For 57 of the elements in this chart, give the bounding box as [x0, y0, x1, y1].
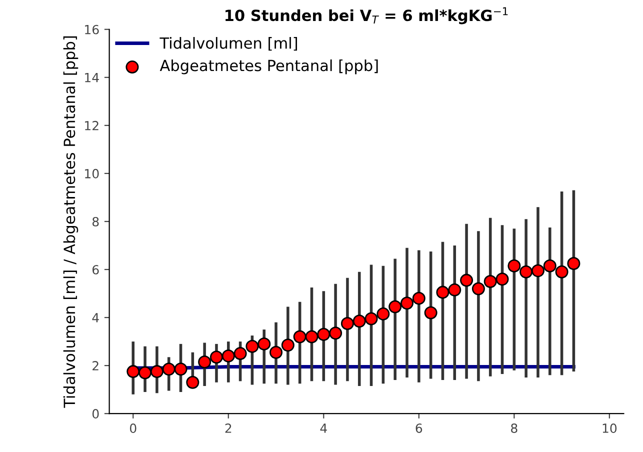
point: [317, 328, 330, 341]
point: [340, 317, 354, 330]
point: [472, 282, 485, 296]
point: [508, 259, 521, 272]
point: [555, 265, 568, 278]
x-tick-label: 4: [320, 424, 327, 433]
point: [364, 312, 378, 326]
point: [388, 300, 402, 314]
chart-title: 10 Stunden bei V$_{T}$ = 6 ml*kgKG$^{−1}$: [226, 7, 508, 24]
point: [376, 307, 390, 320]
point: [448, 283, 462, 296]
point: [246, 340, 259, 353]
y-tick-label: 0: [92, 409, 99, 419]
point: [424, 306, 438, 320]
y-tick-label: 10: [85, 168, 99, 178]
point: [412, 292, 426, 305]
y-tick-label: 8: [92, 216, 99, 226]
point: [281, 338, 294, 352]
point: [270, 346, 283, 359]
legend-label: Tidalvolumen [ml]: [160, 37, 298, 51]
point: [234, 347, 247, 360]
point: [210, 350, 223, 364]
point: [174, 362, 188, 376]
y-tick-label: 14: [85, 73, 99, 82]
point: [162, 362, 176, 376]
x-tick-label: 0: [130, 424, 136, 433]
point: [150, 365, 164, 378]
point: [567, 256, 580, 270]
point: [305, 330, 318, 344]
point: [352, 314, 366, 328]
point: [138, 366, 152, 380]
point: [126, 365, 140, 378]
point: [460, 274, 474, 287]
point: [293, 330, 306, 344]
y-tick-label: 12: [85, 120, 98, 130]
point: [400, 296, 414, 310]
x-tick-label: 10: [602, 424, 617, 433]
y-tick-label: 6: [92, 264, 99, 274]
point: [484, 275, 497, 288]
y-tick-label: 16: [85, 24, 99, 34]
legend-label: Abgeatmetes Pentanal [ppb]: [160, 59, 378, 74]
point: [258, 337, 271, 350]
point: [543, 259, 556, 272]
y-tick-label: 4: [92, 313, 99, 322]
y-tick-label: 2: [92, 361, 98, 370]
y-axis-title: Tidalvolumen [ml] / Abgeatmetes Pentanal [ppb]: [63, 36, 78, 408]
point: [496, 272, 509, 286]
x-tick-label: 8: [511, 424, 518, 433]
point: [520, 265, 533, 278]
point: [222, 349, 235, 362]
x-tick-label: 6: [416, 424, 422, 433]
point: [436, 286, 450, 299]
point: [186, 376, 200, 389]
point: [531, 264, 544, 278]
x-tick-label: 2: [225, 424, 232, 433]
point: [329, 326, 342, 340]
point: [198, 355, 212, 368]
